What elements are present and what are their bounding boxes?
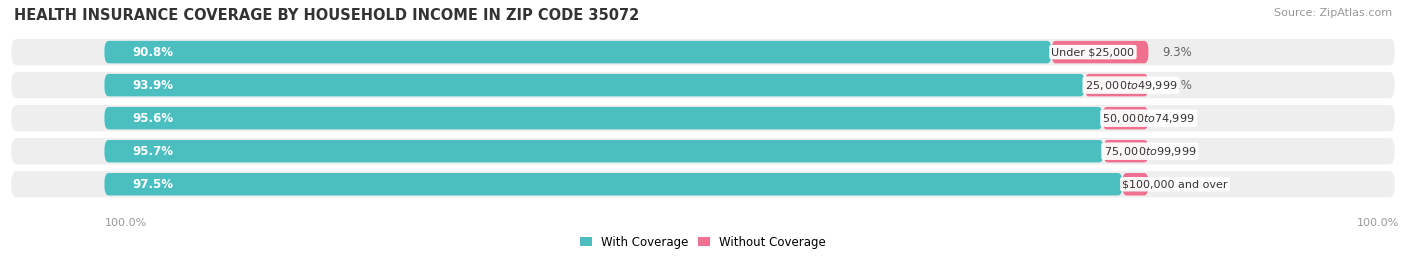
Text: Source: ZipAtlas.com: Source: ZipAtlas.com [1274,8,1392,18]
FancyBboxPatch shape [104,41,1052,63]
Text: $50,000 to $74,999: $50,000 to $74,999 [1102,112,1195,125]
Text: 6.1%: 6.1% [1163,79,1192,92]
Text: 93.9%: 93.9% [132,79,173,92]
Text: $75,000 to $99,999: $75,000 to $99,999 [1104,145,1197,158]
Text: 90.8%: 90.8% [132,46,173,59]
FancyBboxPatch shape [11,39,1395,65]
Text: HEALTH INSURANCE COVERAGE BY HOUSEHOLD INCOME IN ZIP CODE 35072: HEALTH INSURANCE COVERAGE BY HOUSEHOLD I… [14,8,640,23]
Text: 4.4%: 4.4% [1163,112,1192,125]
Legend: With Coverage, Without Coverage: With Coverage, Without Coverage [579,236,827,249]
FancyBboxPatch shape [11,171,1395,197]
FancyBboxPatch shape [11,72,1395,98]
Text: 95.6%: 95.6% [132,112,173,125]
Text: $25,000 to $49,999: $25,000 to $49,999 [1085,79,1177,92]
Text: 97.5%: 97.5% [132,178,173,191]
FancyBboxPatch shape [11,138,1395,164]
FancyBboxPatch shape [1102,107,1149,129]
FancyBboxPatch shape [1085,74,1149,96]
FancyBboxPatch shape [1104,140,1149,162]
Text: 95.7%: 95.7% [132,145,173,158]
Text: 100.0%: 100.0% [104,218,146,228]
Text: Under $25,000: Under $25,000 [1052,47,1135,57]
FancyBboxPatch shape [104,74,1085,96]
Text: 100.0%: 100.0% [1357,218,1399,228]
FancyBboxPatch shape [11,105,1395,131]
FancyBboxPatch shape [104,173,1122,196]
FancyBboxPatch shape [1122,173,1149,196]
FancyBboxPatch shape [104,140,1104,162]
Text: 4.3%: 4.3% [1163,145,1192,158]
FancyBboxPatch shape [1052,41,1149,63]
Text: 2.5%: 2.5% [1163,178,1192,191]
FancyBboxPatch shape [104,107,1102,129]
Text: $100,000 and over: $100,000 and over [1122,179,1227,189]
Text: 9.3%: 9.3% [1163,46,1192,59]
